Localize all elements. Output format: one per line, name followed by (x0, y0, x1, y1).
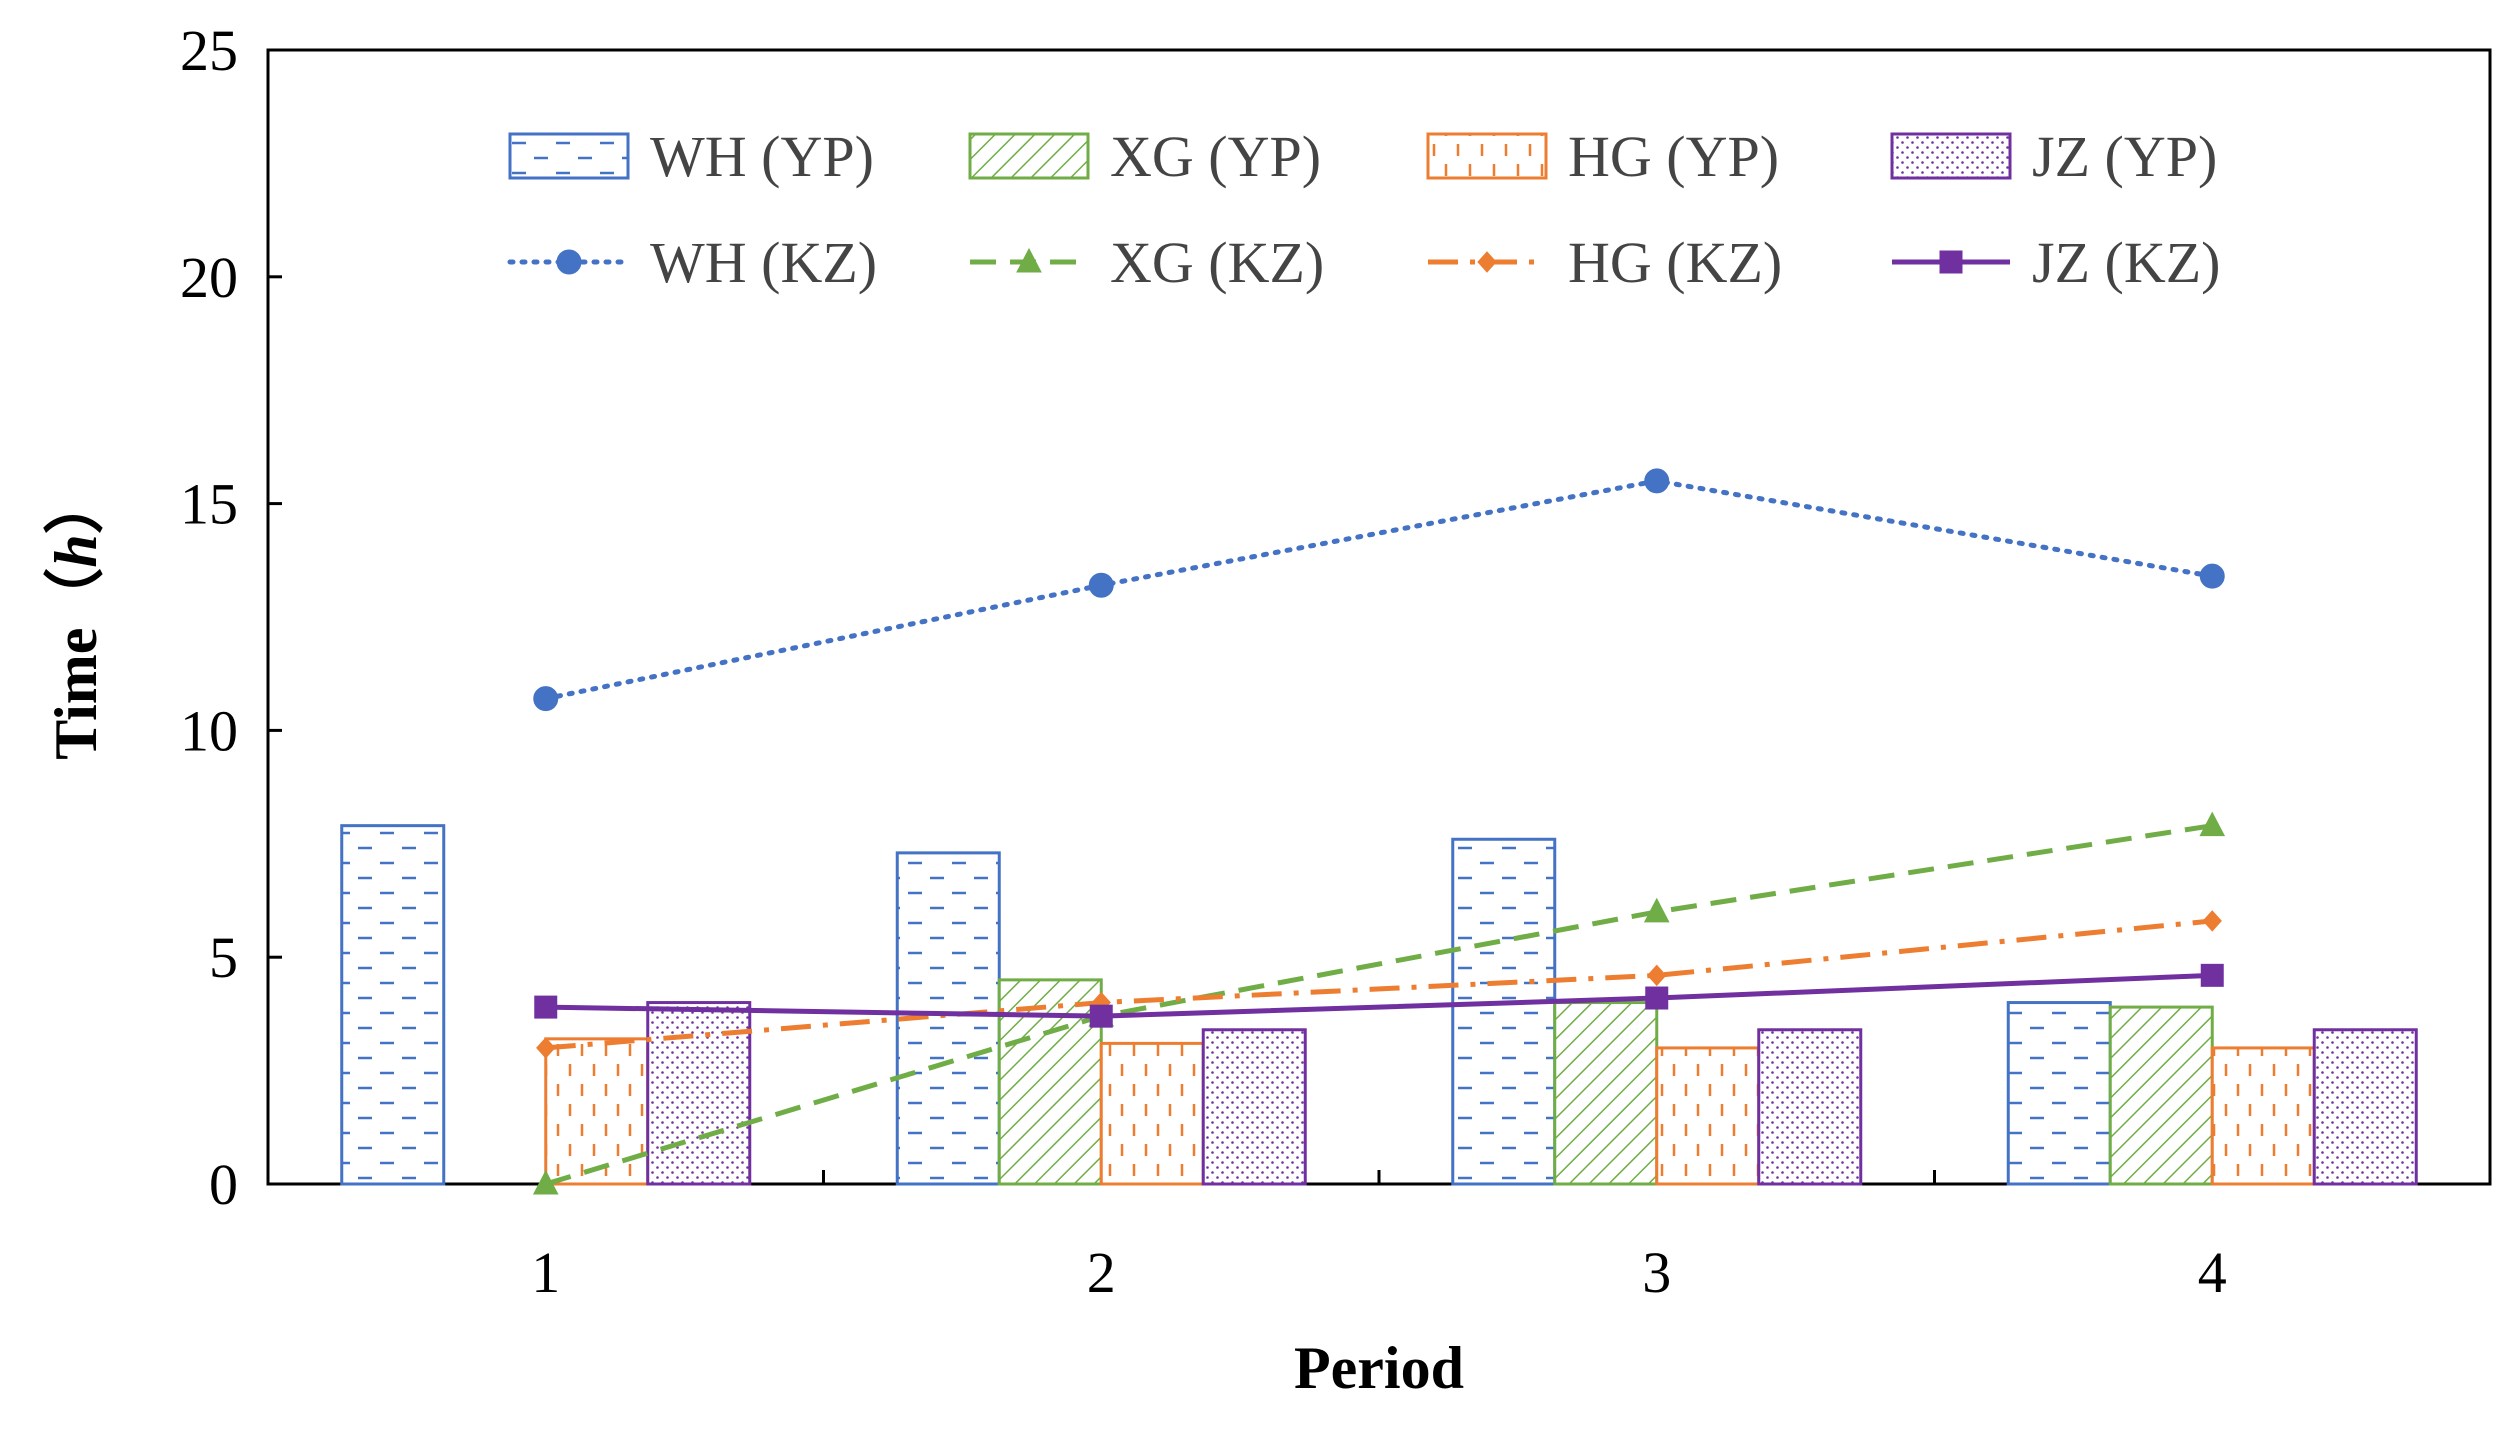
y-tick-label-15: 15 (180, 472, 238, 537)
x-tick-label-3: 3 (1642, 1240, 1671, 1305)
bar-hg-yp-period-4 (2210, 1046, 2316, 1186)
y-tick-label-10: 10 (180, 698, 238, 763)
bar-jz-yp-period-2 (1201, 1028, 1307, 1186)
bar-xg-yp-period-2 (997, 978, 1103, 1186)
legend-label-jz-kz: JZ (KZ) (2032, 230, 2220, 295)
legend-marker-xg-kz (1016, 247, 1042, 273)
legend-swatch-hg-yp (1426, 132, 1548, 180)
point-jz-kz-period-1 (534, 995, 558, 1019)
legend-label-hg-yp: HG (YP) (1568, 124, 1779, 189)
point-xg-kz-period-3 (1643, 897, 1670, 923)
ticks-layer: 0 5 10 15 20 25 1 2 3 4 (180, 18, 2227, 1305)
bar-jz-yp-period-4 (2312, 1028, 2418, 1186)
bar-xg-yp-period-4 (2108, 1005, 2214, 1186)
bar-hg-yp-period-2 (1099, 1041, 1205, 1186)
legend-swatch-wh-yp (508, 132, 630, 180)
bar-jz-yp-period-1 (646, 1001, 752, 1186)
point-hg-kz-period-4 (2202, 910, 2222, 932)
line-hg-kz (545, 918, 2213, 1051)
point-wh-kz-period-2 (1088, 572, 1114, 598)
legend-swatch-xg-yp (968, 132, 1090, 180)
point-jz-kz-period-3 (1645, 986, 1669, 1010)
bar-jz-yp-period-3 (1757, 1028, 1863, 1186)
legend-marker-jz-kz (1939, 250, 1963, 274)
y-axis-title-unit: h (43, 534, 109, 567)
y-tick-label-25: 25 (180, 18, 238, 83)
legend-marker-wh-kz (556, 249, 582, 275)
line-jz-kz (545, 972, 2213, 1019)
bars-layer (340, 824, 2418, 1186)
y-axis-title-paren-open: （ (42, 568, 109, 628)
legend-swatch-jz-yp (1890, 132, 2012, 180)
bar-hg-yp-period-3 (1655, 1046, 1761, 1186)
y-tick-label-5: 5 (209, 925, 238, 990)
bar-wh-yp-period-4 (2006, 1001, 2112, 1186)
y-axis-title: Time（h） (42, 474, 109, 760)
y-tick-label-0: 0 (209, 1152, 238, 1217)
line-wh-kz (543, 478, 2215, 702)
x-tick-label-2: 2 (1087, 1240, 1116, 1305)
bar-wh-yp-period-1 (340, 824, 446, 1186)
legend: WH (YP) XG (YP) HG (YP) JZ (YP) WH (KZ) XG (K… (507, 124, 2220, 295)
legend-marker-hg-kz (1477, 251, 1497, 273)
point-xg-kz-period-4 (2199, 811, 2226, 837)
legend-label-hg-kz: HG (KZ) (1568, 230, 1782, 295)
bar-wh-yp-period-3 (1451, 837, 1557, 1186)
point-wh-kz-period-1 (533, 686, 559, 712)
point-hg-kz-period-3 (1647, 964, 1667, 987)
lines-layer (532, 468, 2226, 1195)
legend-label-jz-yp: JZ (YP) (2032, 124, 2217, 189)
y-axis-title-paren-close: ） (42, 474, 109, 534)
point-xg-kz-period-1 (532, 1169, 559, 1195)
x-tick-label-4: 4 (2198, 1240, 2227, 1305)
x-tick-label-1: 1 (531, 1240, 560, 1305)
point-jz-kz-period-4 (2200, 963, 2224, 987)
bar-hg-yp-period-1 (544, 1037, 650, 1186)
y-axis-title-main: Time (43, 628, 109, 760)
legend-label-xg-yp: XG (YP) (1110, 124, 1321, 189)
line-xg-kz (545, 823, 2213, 1187)
legend-label-xg-kz: XG (KZ) (1110, 230, 1324, 295)
legend-label-wh-yp: WH (YP) (650, 124, 874, 189)
point-jz-kz-period-2 (1089, 1004, 1113, 1028)
y-tick-label-20: 20 (180, 245, 238, 310)
legend-label-wh-kz: WH (KZ) (650, 230, 877, 295)
bar-xg-yp-period-3 (1553, 1001, 1659, 1186)
x-axis-title: Period (1294, 1335, 1464, 1401)
point-hg-kz-period-1 (536, 1037, 556, 1059)
point-wh-kz-period-3 (1644, 468, 1670, 494)
point-wh-kz-period-4 (2199, 563, 2225, 589)
